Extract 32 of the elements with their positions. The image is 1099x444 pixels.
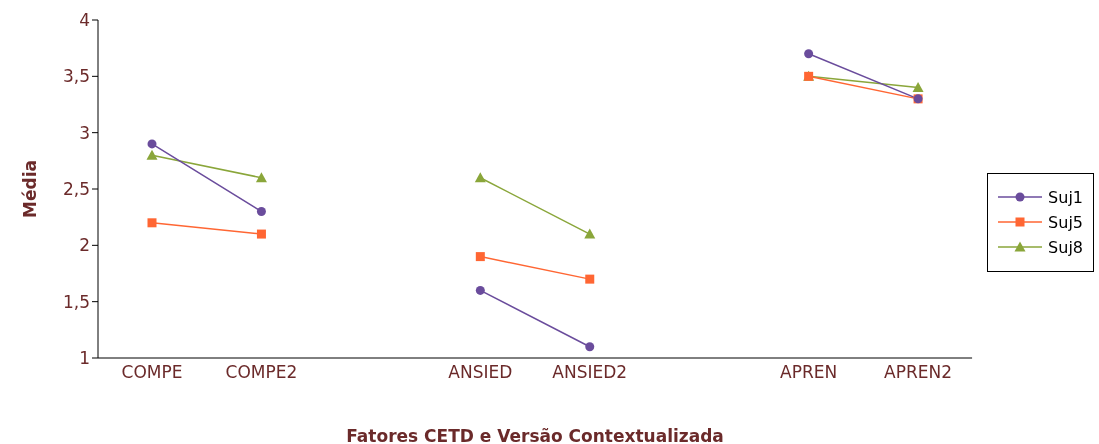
x-tick-label: COMPE [121,362,183,383]
point [474,172,486,183]
point [147,139,157,149]
y-tick-label: 3,5 [62,66,90,87]
x-axis-title: Fatores CETD e Versão Contextualizada [346,426,724,444]
point [256,229,266,239]
point [584,228,596,239]
point [585,342,595,352]
y-tick-label: 3 [79,122,90,143]
point [585,274,595,284]
x-tick-label: COMPE2 [225,362,298,383]
point [146,149,158,160]
legend-label: Suj5 [1048,212,1083,232]
point [147,218,157,228]
x-tick-label: APREN [780,362,838,383]
x-tick-label: ANSIED2 [552,362,628,383]
y-tick-label: 4 [79,10,90,31]
y-tick-label: 2,5 [62,179,90,200]
y-axis-title: Média [20,160,41,218]
y-tick-label: 1,5 [62,291,90,312]
point [256,207,266,217]
point [255,172,267,183]
y-tick-label: 1 [79,348,90,369]
x-tick-label: ANSIED [448,362,513,383]
y-tick-label: 2 [79,235,90,256]
point [475,252,485,262]
x-tick-label: APREN2 [884,362,953,383]
legend-label: Suj8 [1048,237,1083,257]
point [912,82,924,93]
point [804,49,814,59]
legend-label: Suj1 [1048,187,1083,207]
point [475,285,485,295]
